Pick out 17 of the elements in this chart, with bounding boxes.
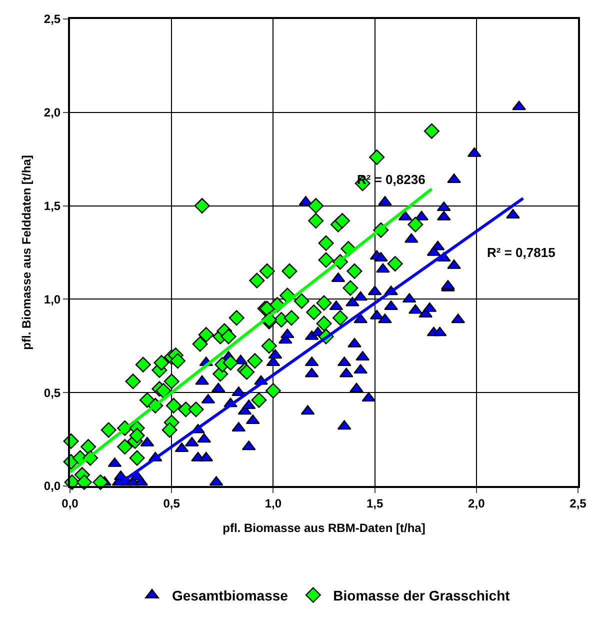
annotation: R² = 0,7815 — [487, 245, 556, 260]
y-tick-label: 2,0 — [44, 106, 61, 120]
legend-label: Biomasse der Grasschicht — [333, 587, 510, 604]
y-tick-label: 2,5 — [44, 12, 61, 26]
x-tick-label: 1,0 — [264, 496, 282, 510]
y-tick-label: 0,0 — [44, 479, 61, 494]
x-tick-label: 2,0 — [468, 496, 486, 510]
y-tick-label: 0,5 — [44, 386, 61, 400]
y-tick-label: 1,5 — [44, 199, 61, 213]
y-axis-title: pfl. Biomasse aus Felddaten [t/ha] — [20, 155, 34, 350]
x-tick-label: 0,5 — [163, 496, 180, 510]
legend-label: Gesamtbiomasse — [172, 587, 288, 604]
y-tick-label: 1,0 — [44, 292, 61, 306]
x-tick-label: 0,0 — [62, 496, 79, 510]
x-tick-label: 2,5 — [570, 496, 587, 510]
x-tick-label: 1,5 — [366, 496, 384, 510]
x-axis-title: pfl. Biomasse aus RBM-Daten [t/ha] — [222, 520, 426, 535]
